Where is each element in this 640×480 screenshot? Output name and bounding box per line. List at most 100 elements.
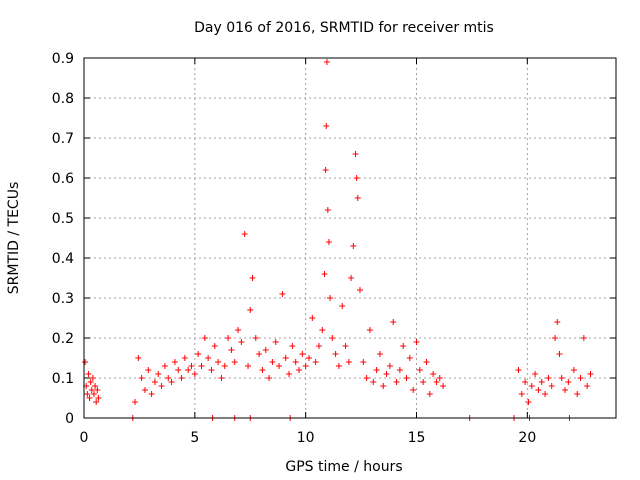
data-point: [205, 355, 212, 361]
data-point: [350, 243, 357, 249]
y-tick-label: 0.1: [52, 371, 74, 387]
data-point: [393, 379, 400, 385]
data-point: [406, 355, 413, 361]
data-point: [403, 375, 410, 381]
data-point: [178, 375, 185, 381]
data-point: [282, 355, 289, 361]
data-point: [93, 399, 100, 405]
data-point: [195, 351, 202, 357]
y-tick-label: 0.6: [52, 171, 74, 187]
data-point: [168, 379, 175, 385]
data-point: [556, 351, 563, 357]
data-point: [413, 339, 420, 345]
data-point: [256, 351, 263, 357]
chart-title: Day 016 of 2016, SRMTID for receiver mti…: [194, 20, 494, 36]
data-point: [542, 391, 549, 397]
data-point: [148, 391, 155, 397]
data-point: [329, 335, 336, 341]
data-point: [151, 379, 158, 385]
data-point: [135, 355, 142, 361]
x-tick-label: 10: [297, 430, 315, 446]
data-point: [426, 391, 433, 397]
data-point: [321, 271, 328, 277]
data-point: [138, 375, 145, 381]
data-point: [584, 383, 591, 389]
data-point: [247, 307, 254, 313]
y-tick-label: 0.4: [52, 251, 74, 267]
data-point: [376, 351, 383, 357]
data-point: [211, 343, 218, 349]
data-point: [535, 387, 542, 393]
data-point: [161, 363, 168, 369]
axis-ticks: [83, 57, 616, 419]
data-point: [145, 367, 152, 373]
grid: [84, 58, 616, 418]
data-point: [554, 319, 561, 325]
data-point: [131, 399, 138, 405]
data-point: [208, 367, 215, 373]
data-point: [348, 275, 355, 281]
data-point: [558, 375, 565, 381]
data-point: [386, 363, 393, 369]
data-point: [292, 359, 299, 365]
data-point: [342, 343, 349, 349]
data-point: [262, 347, 269, 353]
data-point: [373, 367, 380, 373]
data-point: [552, 335, 559, 341]
plot-frame: [83, 57, 617, 419]
data-point: [89, 375, 96, 381]
data-point: [181, 355, 188, 361]
data-point: [235, 327, 242, 333]
data-point: [363, 375, 370, 381]
data-point: [436, 375, 443, 381]
data-point: [396, 367, 403, 373]
data-point: [356, 287, 363, 293]
data-point: [84, 391, 91, 397]
data-point: [335, 363, 342, 369]
y-tick-label: 0: [65, 411, 74, 427]
data-point: [90, 391, 97, 397]
data-point: [92, 383, 99, 389]
data-point: [315, 343, 322, 349]
data-point: [325, 239, 332, 245]
data-point: [88, 387, 95, 393]
data-point: [380, 383, 387, 389]
data-point: [218, 375, 225, 381]
data-point: [545, 375, 552, 381]
data-point: [423, 359, 430, 365]
data-point: [249, 275, 256, 281]
data-point: [94, 387, 101, 393]
data-point: [269, 359, 276, 365]
data-point: [548, 383, 555, 389]
x-axis-label: GPS time / hours: [285, 459, 402, 475]
data-point: [562, 387, 569, 393]
data-point: [577, 375, 584, 381]
data-point: [238, 339, 245, 345]
data-point: [319, 327, 326, 333]
data-point: [574, 391, 581, 397]
y-tick-label: 0.3: [52, 291, 74, 307]
data-point: [518, 391, 525, 397]
y-tick-label: 0.8: [52, 91, 74, 107]
data-point: [276, 363, 283, 369]
data-point: [305, 355, 312, 361]
data-point: [272, 339, 279, 345]
data-point: [245, 363, 252, 369]
data-point: [198, 363, 205, 369]
tick-labels: 0 0.1 0.2 0.3 0.4 0.5 0.6 0.7 0.8 0.9 0 5 10 15 20: [52, 51, 537, 446]
data-point: [410, 387, 417, 393]
data-point: [353, 175, 360, 181]
data-point: [289, 343, 296, 349]
data-point: [433, 379, 440, 385]
data-point: [85, 371, 92, 377]
data-point: [259, 367, 266, 373]
data-point: [570, 367, 577, 373]
data-point: [95, 395, 102, 401]
data-point: [538, 379, 545, 385]
data-point: [215, 359, 222, 365]
data-point: [82, 359, 89, 365]
y-tick-label: 0.7: [52, 131, 74, 147]
data-point: [420, 379, 427, 385]
data-point: [360, 359, 367, 365]
